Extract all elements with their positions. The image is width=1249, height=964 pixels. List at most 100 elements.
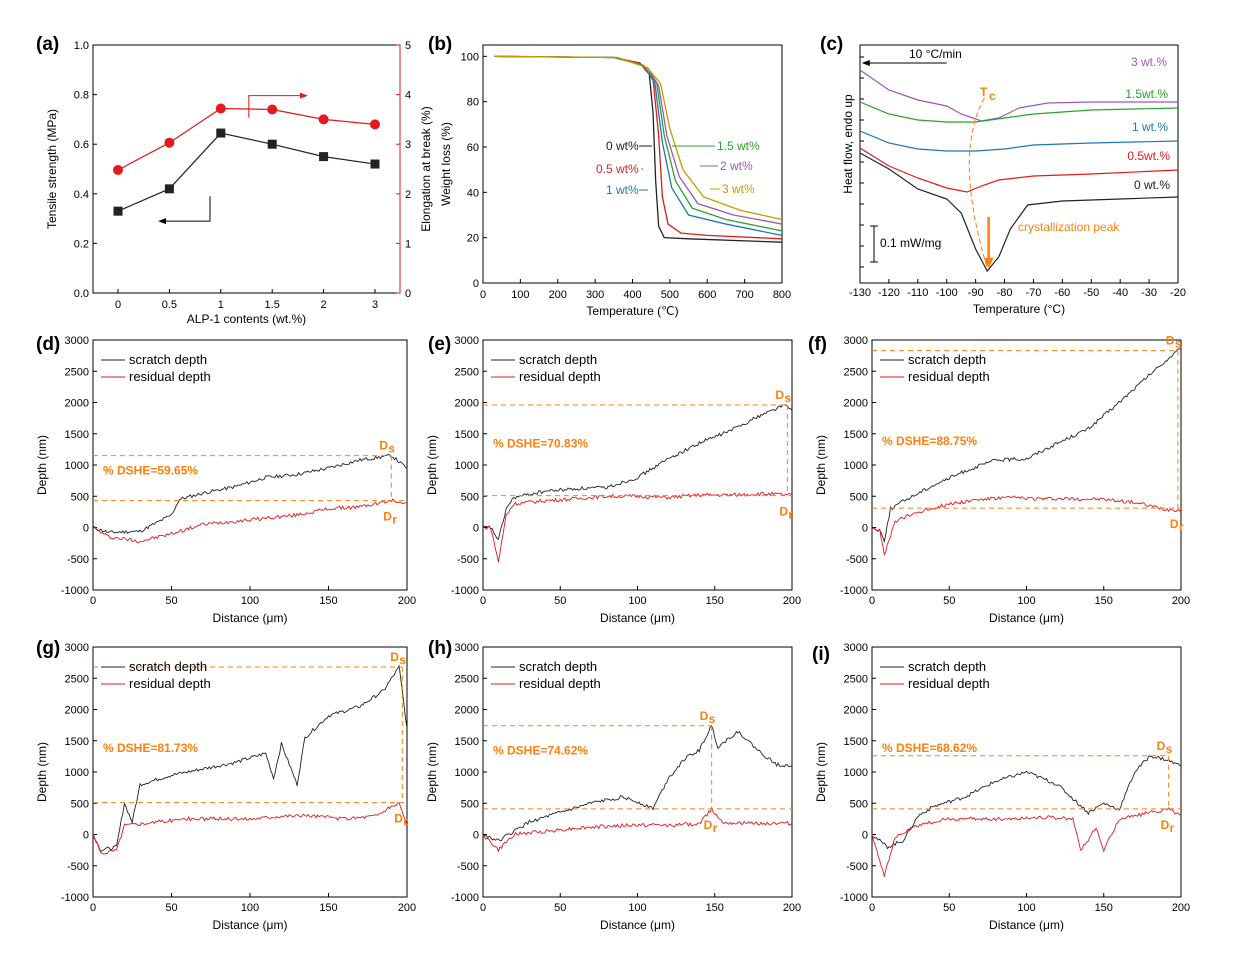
- panel-e-ds-label: D: [775, 388, 784, 402]
- panel-d-xtick-label: 150: [319, 595, 337, 607]
- panel-a-point: [318, 114, 329, 125]
- panel-i-xtick-label: 100: [1017, 902, 1035, 914]
- panel-i-legend-residual: residual depth: [908, 676, 990, 691]
- panel-i-ytick-label: -500: [846, 861, 868, 873]
- panel-g-ytick-label: 1000: [65, 767, 89, 779]
- panel-c-xtick-label: -30: [1141, 287, 1157, 299]
- panel-b-series-line: [494, 55, 783, 221]
- panel-g-residual-line: [92, 802, 408, 855]
- panel-b-legend-label: 1 wt%: [606, 183, 639, 197]
- panel-c-xtick-label: -80: [997, 287, 1013, 299]
- panel-i-label: (i): [812, 644, 830, 665]
- panel-c-tc-trend: [968, 97, 988, 269]
- panel-d-dshe-label: % DSHE=59.65%: [103, 464, 198, 478]
- panel-a-right-arrow: [248, 95, 303, 118]
- panel-g-ds-sub: s: [399, 653, 406, 667]
- panel-h-xtick-label: 50: [554, 902, 566, 914]
- panel-d-ytick-label: 1000: [65, 460, 89, 472]
- panel-d-xtick-label: 200: [398, 595, 416, 607]
- panel-f-ytick-label: 0: [862, 523, 868, 535]
- panel-h-dr-label: D: [704, 818, 713, 832]
- panel-h-ytick-label: 2000: [455, 705, 479, 717]
- panel-c-tc-label: T: [980, 85, 988, 99]
- panel-e-legend-scratch: scratch depth: [519, 352, 597, 367]
- panel-f-ytick-label: -500: [846, 554, 868, 566]
- panel-h-ytick-label: -1000: [451, 892, 479, 904]
- panel-a-point: [113, 164, 123, 175]
- panel-a-point: [267, 139, 277, 149]
- panel-c-rate-arrowhead: [861, 60, 870, 66]
- panel-g-ytick-label: 0: [83, 830, 89, 842]
- panel-d-legend-residual: residual depth: [129, 369, 211, 384]
- panel-a-xtick-label: 0: [115, 299, 121, 311]
- panel-g-ytick-label: 2000: [65, 705, 89, 717]
- panel-e-ds-sub: s: [784, 391, 791, 405]
- panel-h-ytick-label: 2500: [455, 673, 479, 685]
- panel-e: (e) 0 50 100 150 200 -1000 -500 0 500 1000 1500 2000…: [425, 334, 801, 625]
- panel-a-point: [267, 104, 278, 115]
- panel-a-right-arrowhead: [300, 92, 308, 99]
- panel-h-ytick-label: -500: [457, 861, 479, 873]
- panel-e-ytick-label: -500: [457, 554, 479, 566]
- panel-g-xlabel: Distance (μm): [213, 918, 288, 932]
- panel-i-ytick-label: 2000: [844, 705, 868, 717]
- panel-a-ytick-label: 0.2: [74, 238, 89, 250]
- panel-a-ytick-label: 0.4: [74, 189, 89, 201]
- panel-h-dr-sub: r: [713, 821, 718, 835]
- panel-h-xlabel: Distance (μm): [600, 918, 675, 932]
- panel-c-ylabel: Heat flow, endo up: [841, 94, 855, 194]
- panel-a-point: [370, 159, 380, 169]
- panel-i-dshe-label: % DSHE=68.62%: [882, 741, 977, 755]
- panel-g-label: (g): [36, 638, 60, 659]
- panel-d-ds-label: D: [379, 439, 388, 453]
- panel-e-xtick-label: 150: [706, 595, 724, 607]
- panel-d-xtick-label: 100: [241, 595, 259, 607]
- panel-d-dr-label: D: [383, 510, 392, 524]
- panel-c-series-label: 1 wt.%: [1132, 120, 1168, 134]
- panel-c-scalebar-label: 0.1 mW/mg: [880, 236, 941, 250]
- panel-b-legend-label: 3 wt%: [722, 182, 755, 196]
- panel-a-y2label: Elongation at break (%): [419, 106, 433, 231]
- panel-a-y2tick-label: 4: [405, 90, 411, 102]
- panel-e-residual-line: [482, 491, 793, 563]
- panel-f-ds-label: D: [1166, 334, 1175, 348]
- panel-g-dr-label: D: [394, 812, 403, 826]
- panel-i: (i) 0 50 100 150 200 -1000 -500 0 500 1000 1500 2000…: [812, 642, 1190, 932]
- panel-h-legend-residual: residual depth: [519, 676, 601, 691]
- panel-b-xtick-label: 200: [549, 289, 567, 301]
- panel-f-dr-label: D: [1170, 517, 1179, 531]
- panel-c-xtick-label: -90: [968, 287, 984, 299]
- panel-f-scratch-line: [871, 348, 1182, 544]
- panel-e-scratch-line: [482, 404, 793, 540]
- panel-h-ytick-label: 500: [461, 798, 479, 810]
- panel-e-ytick-label: 3000: [455, 335, 479, 347]
- panel-c-series-line: [859, 152, 1179, 273]
- panel-a-y2tick-label: 0: [405, 288, 411, 300]
- panel-f-xlabel: Distance (μm): [989, 611, 1064, 625]
- panel-g: (g) 0 50 100 150 200 -1000 -500 0 500 1000 1500 2000…: [35, 638, 416, 932]
- panel-f-xtick-label: 200: [1172, 595, 1190, 607]
- panel-g-ytick-label: -1000: [61, 892, 89, 904]
- panel-i-ytick-label: 2500: [844, 673, 868, 685]
- panel-a-ytick-label: 0.0: [74, 288, 89, 300]
- panel-i-xtick-label: 50: [943, 902, 955, 914]
- panel-d-dr-sub: r: [392, 513, 397, 527]
- panel-f-xtick-label: 150: [1095, 595, 1113, 607]
- panel-g-xtick-label: 0: [90, 902, 96, 914]
- panel-f-ylabel: Depth (nm): [814, 435, 828, 495]
- panel-h-ylabel: Depth (nm): [425, 742, 439, 802]
- panel-d-ytick-label: 2500: [65, 366, 89, 378]
- panel-b-xtick-label: 400: [623, 289, 641, 301]
- panel-f-ytick-label: 2000: [844, 398, 868, 410]
- panel-c-label: (c): [820, 34, 843, 55]
- panel-i-xtick-label: 200: [1172, 902, 1190, 914]
- panel-i-ytick-label: 0: [862, 830, 868, 842]
- panel-i-ytick-label: 1500: [844, 736, 868, 748]
- panel-g-ytick-label: 500: [71, 798, 89, 810]
- panel-f-legend-scratch: scratch depth: [908, 352, 986, 367]
- panel-a-xtick-label: 1: [218, 299, 224, 311]
- panel-e-ytick-label: 1500: [455, 429, 479, 441]
- panel-a-left-arrowhead: [158, 218, 166, 225]
- panel-e-ylabel: Depth (nm): [425, 435, 439, 495]
